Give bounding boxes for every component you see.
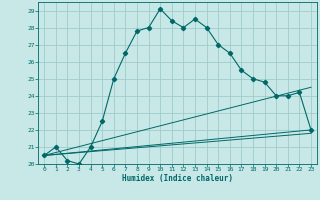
X-axis label: Humidex (Indice chaleur): Humidex (Indice chaleur) [122, 174, 233, 183]
